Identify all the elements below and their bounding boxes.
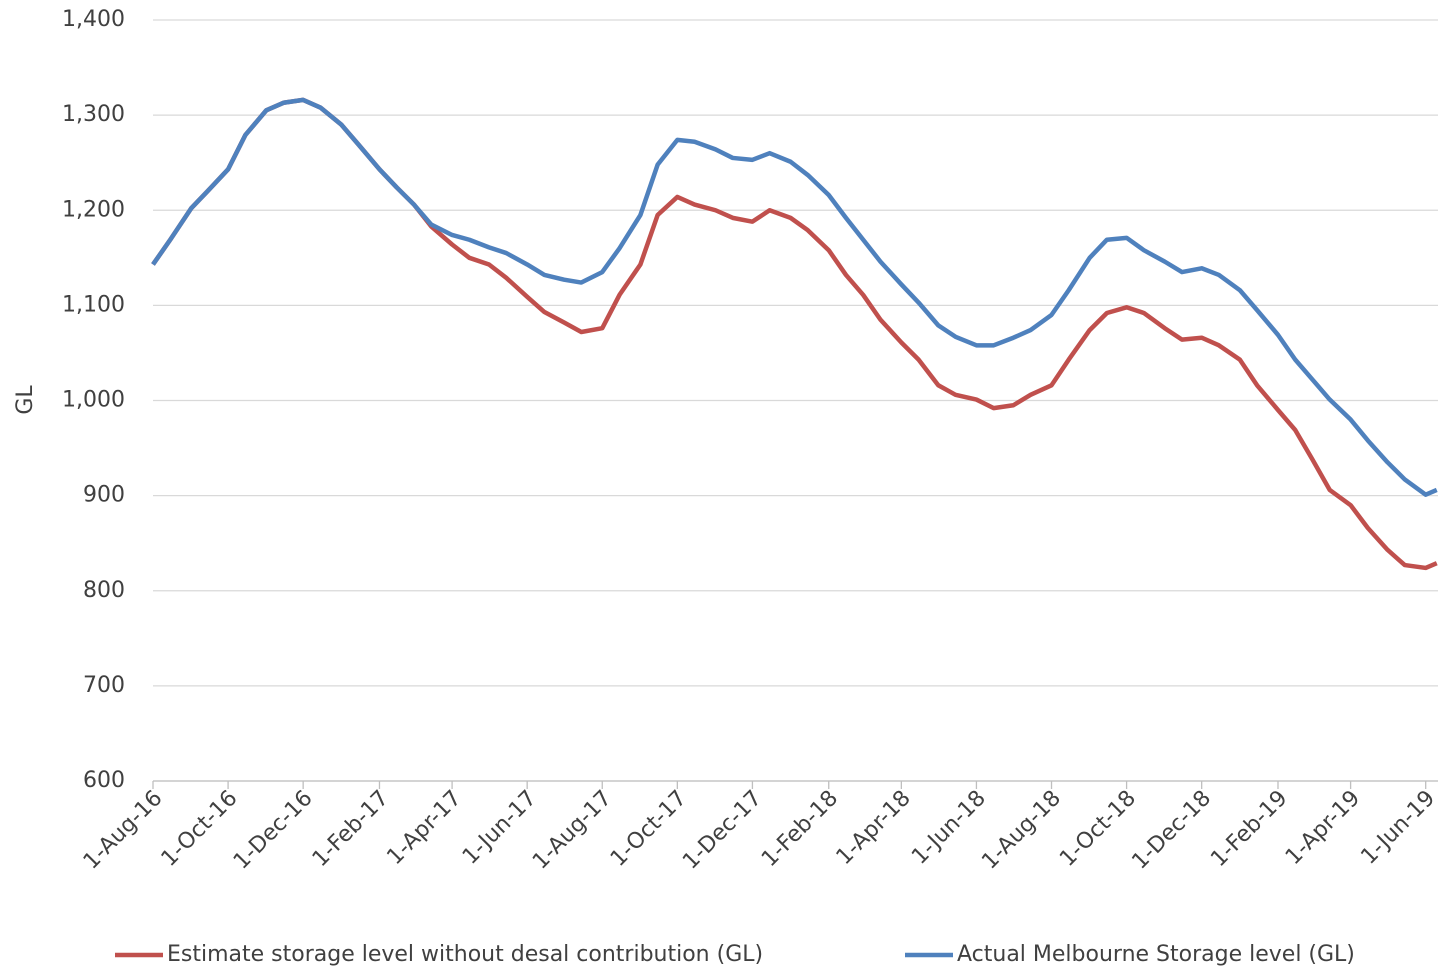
x-tick-label: 1-Dec-16	[229, 786, 318, 875]
x-tick-label: 1-Feb-19	[1206, 786, 1292, 872]
x-tick-label: 1-Dec-17	[678, 786, 767, 875]
y-tick-label: 700	[83, 673, 125, 698]
series-line	[151, 97, 1438, 571]
x-tick-label: 1-Dec-18	[1127, 786, 1216, 875]
y-axis-label: GL	[13, 385, 38, 415]
y-tick-label: 1,200	[62, 197, 125, 222]
legend-label: Actual Melbourne Storage level (GL)	[957, 942, 1355, 967]
y-tick-label: 800	[83, 578, 125, 603]
y-tick-label: 1,100	[62, 292, 125, 317]
y-tick-label: 900	[83, 483, 125, 508]
x-tick-label: 1-Jun-19	[1356, 786, 1438, 870]
y-tick-label: 1,400	[62, 7, 125, 32]
y-tick-label: 1,000	[62, 388, 125, 413]
series-line	[151, 97, 1438, 497]
x-tick-label: 1-Aug-18	[977, 786, 1066, 875]
x-tick-label: 1-Apr-19	[1281, 786, 1365, 870]
x-tick-label: 1-Apr-18	[832, 786, 916, 870]
x-tick-label: 1-Apr-17	[382, 786, 466, 870]
x-tick-label: 1-Aug-16	[79, 786, 168, 875]
legend-label: Estimate storage level without desal con…	[167, 942, 763, 967]
x-tick-label: 1-Feb-17	[308, 786, 394, 872]
y-tick-label: 1,300	[62, 102, 125, 127]
x-tick-label: 1-Feb-18	[757, 786, 843, 872]
x-tick-label: 1-Aug-17	[528, 786, 617, 875]
y-tick-label: 600	[83, 768, 125, 793]
